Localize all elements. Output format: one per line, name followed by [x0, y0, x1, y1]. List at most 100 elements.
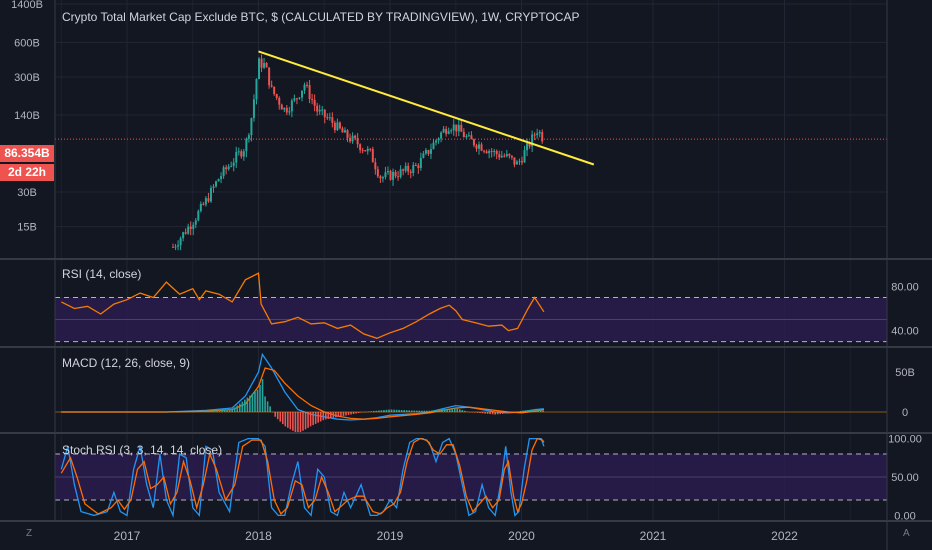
- macd-histogram-bar: [213, 410, 216, 412]
- trendline: [258, 50, 595, 166]
- pane-tick-label: 0.00: [894, 510, 915, 522]
- candle-body: [288, 111, 291, 113]
- price-tick-label: 300B: [14, 72, 40, 84]
- macd-pane[interactable]: [55, 352, 887, 434]
- macd-histogram-bar: [269, 406, 271, 412]
- candle-body: [409, 171, 412, 173]
- candle-body: [379, 176, 382, 179]
- macd-histogram-bar: [249, 395, 251, 412]
- candle-body: [392, 171, 395, 180]
- macd-histogram-bar: [451, 408, 454, 412]
- stoch-pane[interactable]: [55, 437, 887, 518]
- macd-histogram-bar: [507, 412, 509, 414]
- candle-body: [419, 157, 422, 168]
- macd-histogram-bar: [299, 412, 302, 433]
- macd-histogram-bar: [297, 412, 299, 434]
- candle-body: [407, 165, 410, 172]
- macd-histogram-bar: [352, 412, 355, 414]
- macd-histogram-bar: [276, 412, 279, 420]
- candle-body: [321, 109, 324, 111]
- price-tick-label: 600B: [14, 37, 40, 49]
- macd-histogram-bar: [416, 410, 418, 412]
- candle-body: [399, 169, 402, 177]
- macd-histogram-bar: [375, 410, 378, 412]
- corner-left-icon[interactable]: Z: [26, 528, 33, 539]
- candle-body: [306, 84, 309, 86]
- candle-body: [526, 143, 529, 151]
- price-pane[interactable]: [55, 50, 887, 251]
- macd-histogram-bar: [332, 412, 335, 418]
- countdown-label: 2d 22h: [0, 164, 54, 181]
- macd-histogram-bar: [453, 408, 456, 412]
- macd-histogram-bar: [383, 410, 385, 412]
- candle-body: [450, 130, 453, 132]
- macd-histogram-bar: [410, 410, 413, 412]
- macd-histogram-bar: [294, 412, 297, 433]
- macd-histogram-bar: [393, 409, 395, 412]
- rsi-pane[interactable]: [55, 272, 887, 343]
- candle-body: [227, 166, 230, 170]
- candle-body: [374, 162, 377, 170]
- macd-histogram-bar: [433, 410, 436, 412]
- macd-histogram-bar: [279, 412, 282, 422]
- macd-histogram-bar: [464, 410, 466, 412]
- macd-histogram-bar: [307, 412, 309, 428]
- candle-body: [381, 177, 384, 179]
- candle-body: [338, 122, 341, 129]
- candle-body: [172, 246, 175, 248]
- candle-body: [349, 137, 352, 142]
- candle-body: [199, 203, 202, 212]
- macd-histogram-bar: [524, 410, 527, 412]
- macd-histogram-bar: [421, 410, 423, 412]
- candle-body: [495, 150, 498, 155]
- candle-body: [255, 79, 258, 100]
- macd-histogram-bar: [261, 379, 264, 412]
- candle-body: [389, 171, 392, 180]
- candle-body: [500, 155, 503, 158]
- candle-body: [533, 134, 536, 136]
- macd-histogram-bar: [491, 412, 494, 415]
- candle-body: [220, 176, 223, 180]
- candle-body: [427, 150, 430, 154]
- candle-body: [455, 124, 458, 132]
- candle-body: [394, 171, 397, 177]
- time-axis-label: 2022: [771, 529, 798, 543]
- candle-body: [376, 169, 379, 177]
- candle-body: [202, 203, 205, 205]
- candle-body: [460, 124, 463, 132]
- candle-body: [536, 133, 539, 136]
- candle-body: [283, 107, 286, 110]
- macd-histogram-bar: [385, 409, 388, 412]
- macd-histogram-bar: [314, 412, 317, 424]
- macd-histogram-bar: [274, 412, 276, 417]
- candle-body: [361, 150, 364, 152]
- macd-histogram-bar: [400, 410, 403, 412]
- macd-histogram-bar: [206, 410, 208, 412]
- macd-histogram-bar: [287, 412, 289, 428]
- candle-body: [447, 131, 450, 134]
- candle-body: [417, 165, 420, 168]
- candle-body: [235, 152, 238, 163]
- candle-body: [364, 150, 367, 152]
- candle-body: [508, 153, 511, 156]
- series-line: [61, 352, 544, 421]
- candle-body: [260, 58, 263, 68]
- candle-body: [490, 151, 493, 153]
- candle-body: [278, 97, 281, 105]
- candle-body: [424, 150, 427, 154]
- macd-histogram-bar: [532, 409, 534, 412]
- macd-histogram-bar: [355, 412, 357, 414]
- macd-histogram-bar: [216, 410, 218, 412]
- corner-right-icon[interactable]: A: [903, 528, 910, 539]
- pane-tick-label: 50B: [895, 367, 915, 379]
- time-axis-label: 2017: [114, 529, 141, 543]
- candle-body: [366, 148, 369, 152]
- pane-tick-label: 0: [902, 407, 908, 419]
- pane-tick-label: 50.00: [891, 472, 919, 484]
- series-line: [60, 437, 545, 518]
- price-tick-label: 140B: [14, 110, 40, 122]
- candle-body: [414, 165, 417, 167]
- candle-body: [412, 165, 415, 173]
- candle-body: [217, 179, 220, 182]
